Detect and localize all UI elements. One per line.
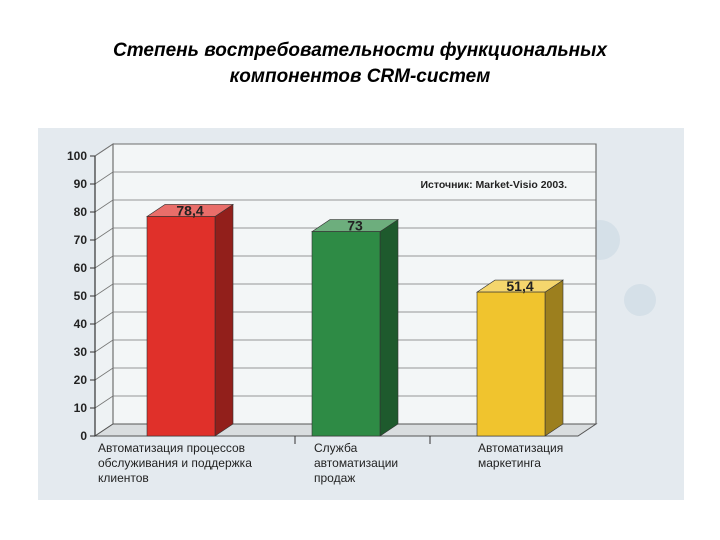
x-category-label: Автоматизация маркетинга [478,441,563,470]
slide-title-line-2: компонентов CRM-систем [229,66,491,87]
bar-1: 78,4 [146,202,234,437]
bar-value-label: 78,4 [176,202,203,218]
bar-front [476,291,546,437]
bar-3: 51,4 [476,278,564,437]
slide-title: Степень востребовательности функциональн… [0,38,720,90]
x-category-label-line: Автоматизация [478,441,563,455]
x-axis-labels: Автоматизация процессов обслуживания и по… [98,436,563,485]
bar-side [544,279,564,437]
x-category-label-line: продаж [314,471,355,485]
y-tick-label: 90 [74,177,88,191]
y-tick-label: 50 [74,289,88,303]
gridline-diagonal [94,367,114,381]
gridline-diagonal [94,171,114,185]
x-category-label-line: Автоматизация процессов [98,441,245,455]
bar-front [311,231,381,437]
y-tick-label: 20 [74,373,88,387]
slide-title-line-1: Степень востребовательности функциональн… [113,40,607,61]
bar-value-label: 51,4 [506,278,533,294]
x-category-label: Служба автоматизации продаж [314,441,398,485]
y-tick-label: 80 [74,205,88,219]
gridline-diagonal [94,395,114,409]
x-category-label-line: автоматизации [314,456,398,470]
y-tick-label: 60 [74,261,88,275]
gridline-diagonal [94,283,114,297]
x-category-label: Автоматизация процессов обслуживания и по… [98,441,252,485]
source-note: Источник: Market-Visio 2003. [420,179,567,191]
gridline-diagonal [94,339,114,353]
gridline-diagonal [94,311,114,325]
gridline-diagonal [94,143,114,157]
y-axis: 0 10 20 30 40 50 60 70 80 90 100 [67,149,96,443]
x-category-label-line: маркетинга [478,456,541,470]
y-tick-label: 100 [67,149,87,163]
gridline-diagonal [94,199,114,213]
y-tick-label: 70 [74,233,88,247]
bar-front [146,216,216,437]
bar-side [379,219,399,437]
bars: 78,4 73 51,4 [146,202,564,437]
gridline-diagonal [94,255,114,269]
y-tick-label: 0 [80,429,87,443]
bar-value-label: 73 [347,218,363,234]
y-tick-label: 40 [74,317,88,331]
background-blob [624,284,656,316]
bar-side [214,203,234,437]
bar-2: 73 [311,218,399,437]
y-tick-label: 10 [74,401,88,415]
gridline-diagonal [94,227,114,241]
x-category-label-line: Служба [314,441,358,455]
x-category-label-line: обслуживания и поддержка [98,456,252,470]
x-category-label-line: клиентов [98,471,149,485]
y-tick-label: 30 [74,345,88,359]
